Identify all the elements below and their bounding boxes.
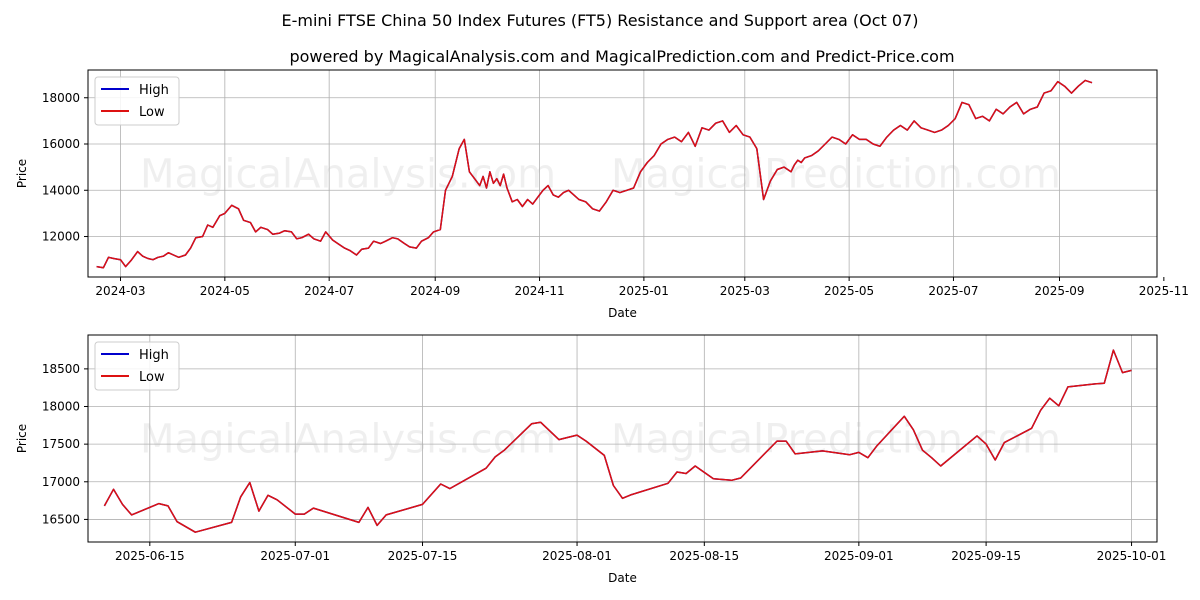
chart-subtitle: powered by MagicalAnalysis.com and Magic… <box>289 47 954 66</box>
x-tick-label: 2025-09 <box>1034 284 1084 298</box>
series-line-low <box>96 79 1093 269</box>
series-line-low <box>103 349 1132 533</box>
x-tick-label: 2024-07 <box>304 284 354 298</box>
chart-panel-2: MagicalAnalysis.com MagicalPrediction.com… <box>15 334 1167 585</box>
watermark-text: MagicalAnalysis.com <box>140 417 556 463</box>
x-tick-label: 2025-09-15 <box>951 549 1021 563</box>
x-tick-label: 2024-05 <box>200 284 250 298</box>
legend-entry-low: Low <box>139 105 165 120</box>
x-tick-label: 2025-07 <box>928 284 978 298</box>
x-tick-label: 2025-09-01 <box>824 549 894 563</box>
y-axis-label: Price <box>15 159 29 188</box>
x-axis-label: Date <box>608 571 637 585</box>
legend-entry-high: High <box>139 348 169 363</box>
legend-entry-low: Low <box>139 370 165 385</box>
y-axis-label: Price <box>15 424 29 453</box>
x-tick-label: 2025-08-15 <box>669 549 739 563</box>
watermark-text: MagicalPrediction.com <box>611 152 1061 198</box>
plot-frame <box>87 334 1158 543</box>
x-tick-label: 2025-10-01 <box>1097 549 1167 563</box>
y-tick-label: 18500 <box>42 362 80 376</box>
legend-entry-high: High <box>139 83 169 98</box>
y-tick-label: 16500 <box>42 512 80 526</box>
x-tick-label: 2024-09 <box>410 284 460 298</box>
y-tick-label: 14000 <box>42 183 80 197</box>
y-tick-label: 16000 <box>42 137 80 151</box>
x-tick-label: 2025-01 <box>619 284 669 298</box>
x-tick-label: 2025-07-15 <box>388 549 458 563</box>
x-tick-label: 2024-03 <box>95 284 145 298</box>
y-tick-label: 12000 <box>42 230 80 244</box>
chart-title: E-mini FTSE China 50 Index Futures (FT5)… <box>281 11 918 30</box>
y-tick-label: 18000 <box>42 91 80 105</box>
chart-panel-1: MagicalAnalysis.com MagicalPrediction.com… <box>15 69 1189 320</box>
y-tick-label: 18000 <box>42 400 80 414</box>
x-tick-label: 2024-11 <box>514 284 564 298</box>
x-tick-label: 2025-08-01 <box>542 549 612 563</box>
x-tick-label: 2025-03 <box>720 284 770 298</box>
x-tick-label: 2025-07-01 <box>260 549 330 563</box>
x-tick-label: 2025-06-15 <box>115 549 185 563</box>
y-tick-label: 17500 <box>42 437 80 451</box>
plot-frame <box>87 69 1158 278</box>
watermark-text: MagicalAnalysis.com <box>140 152 556 198</box>
x-tick-label: 2025-11 <box>1139 284 1189 298</box>
y-tick-label: 17000 <box>42 475 80 489</box>
x-tick-label: 2025-05 <box>824 284 874 298</box>
x-axis-label: Date <box>608 306 637 320</box>
